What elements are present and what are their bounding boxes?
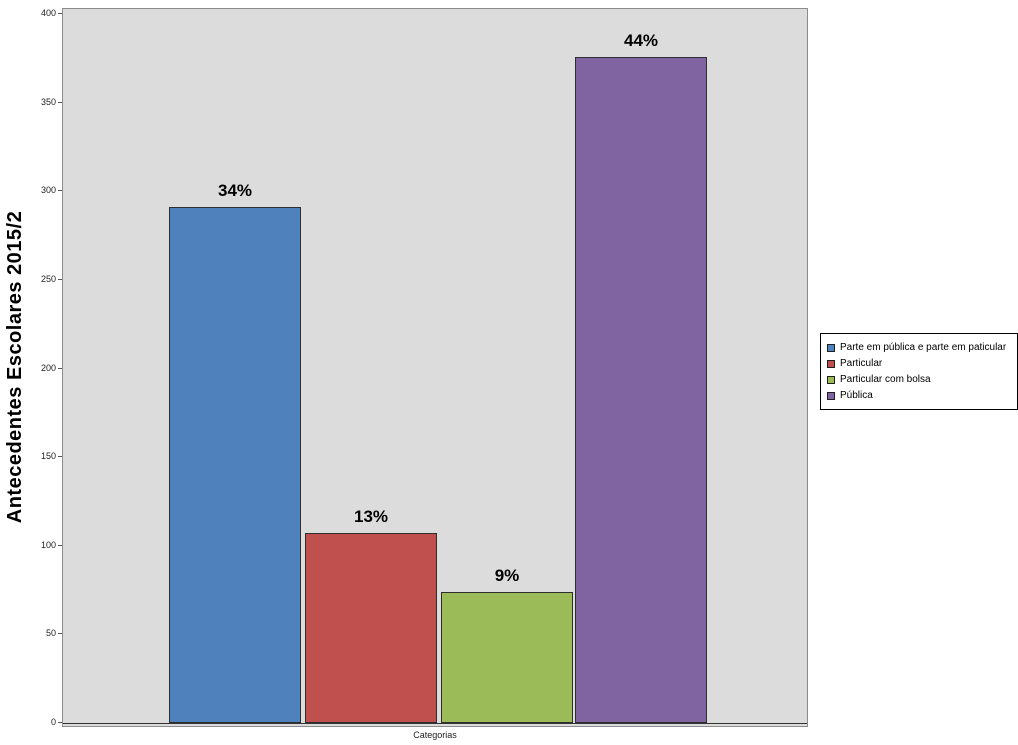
legend: Parte em pública e parte em paticular Par…: [820, 333, 1018, 410]
bar-3: [441, 592, 573, 723]
legend-marker-icon: [827, 391, 835, 400]
plot-area: 34% 13% 9% 44%: [62, 8, 808, 727]
bar-value-label-2: 13%: [353, 507, 389, 526]
y-tick-mark: [58, 190, 62, 192]
y-tick-mark: [58, 101, 62, 103]
y-tick-label: 100: [40, 539, 56, 550]
legend-label: Pública: [840, 390, 873, 401]
y-tick-mark: [58, 456, 62, 458]
y-tick-label: 350: [40, 96, 56, 107]
legend-entry-3: Particular com bolsa: [827, 373, 1011, 386]
y-tick-mark: [58, 278, 62, 280]
legend-marker-icon: [827, 343, 835, 352]
y-tick-mark: [58, 722, 62, 723]
legend-marker-icon: [827, 375, 835, 384]
bar-2: [305, 533, 437, 723]
y-tick-mark: [58, 367, 62, 369]
y-tick-label: 50: [45, 628, 56, 639]
y-tick-mark: [58, 13, 62, 14]
bar-value-label-1: 34%: [217, 181, 253, 200]
bar-4: [575, 57, 707, 723]
y-tick-mark: [58, 544, 62, 546]
y-tick-mark: [58, 633, 62, 635]
legend-label: Parte em pública e parte em paticular: [840, 342, 1007, 353]
legend-marker-icon: [827, 359, 835, 368]
legend-entry-2: Particular: [827, 357, 1011, 370]
legend-label: Particular: [840, 358, 883, 369]
legend-label: Particular com bolsa: [840, 374, 931, 385]
y-tick-label: 400: [40, 8, 56, 18]
bar-value-label-4: 44%: [623, 31, 659, 50]
bar-1: [169, 207, 301, 723]
y-tick-label: 250: [40, 273, 56, 284]
bar-value-label-3: 9%: [494, 566, 520, 585]
y-tick-label: 300: [40, 185, 56, 196]
x-axis-title: Categorias: [413, 730, 457, 740]
x-axis-line: [63, 723, 807, 724]
y-tick-label: 200: [40, 362, 56, 373]
y-tick-label: 150: [40, 451, 56, 462]
y-tick-label: 0: [50, 717, 56, 727]
legend-entry-4: Pública: [827, 389, 1011, 402]
legend-entry-1: Parte em pública e parte em paticular: [827, 341, 1011, 354]
